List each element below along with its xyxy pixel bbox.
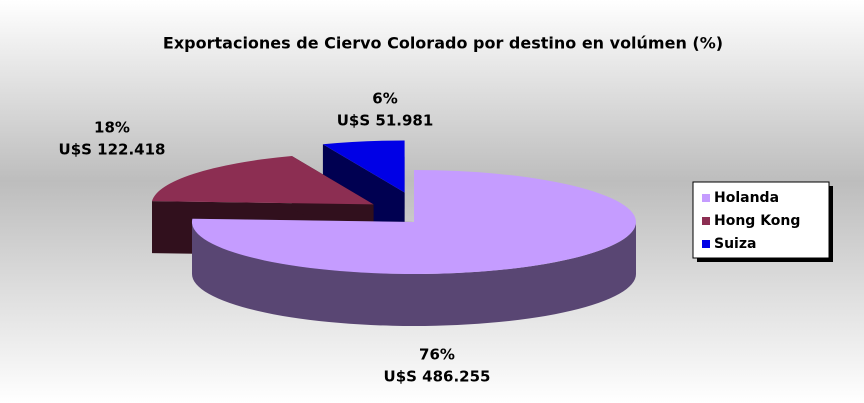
pie-slice xyxy=(152,156,374,205)
pie-slice xyxy=(322,140,405,193)
pie-slice xyxy=(191,170,636,274)
legend xyxy=(692,181,830,259)
legend-swatch xyxy=(702,194,710,202)
legend-label: Holanda xyxy=(714,190,779,206)
legend-swatch xyxy=(702,240,710,248)
data-label: 18% xyxy=(94,119,130,137)
slice-side xyxy=(192,222,636,326)
data-label: 6% xyxy=(372,90,397,108)
data-label-amount: U$S 486.255 xyxy=(384,368,491,386)
legend-swatch xyxy=(702,217,710,225)
data-label: 76% xyxy=(419,346,455,364)
slice-wall xyxy=(322,144,405,245)
data-label-amount: U$S 51.981 xyxy=(337,112,434,130)
legend-label: Suiza xyxy=(714,236,756,252)
data-label-amount: U$S 122.418 xyxy=(59,141,166,159)
legend-label: Hong Kong xyxy=(714,213,800,229)
chart-title: Exportaciones de Ciervo Colorado por des… xyxy=(163,34,723,53)
